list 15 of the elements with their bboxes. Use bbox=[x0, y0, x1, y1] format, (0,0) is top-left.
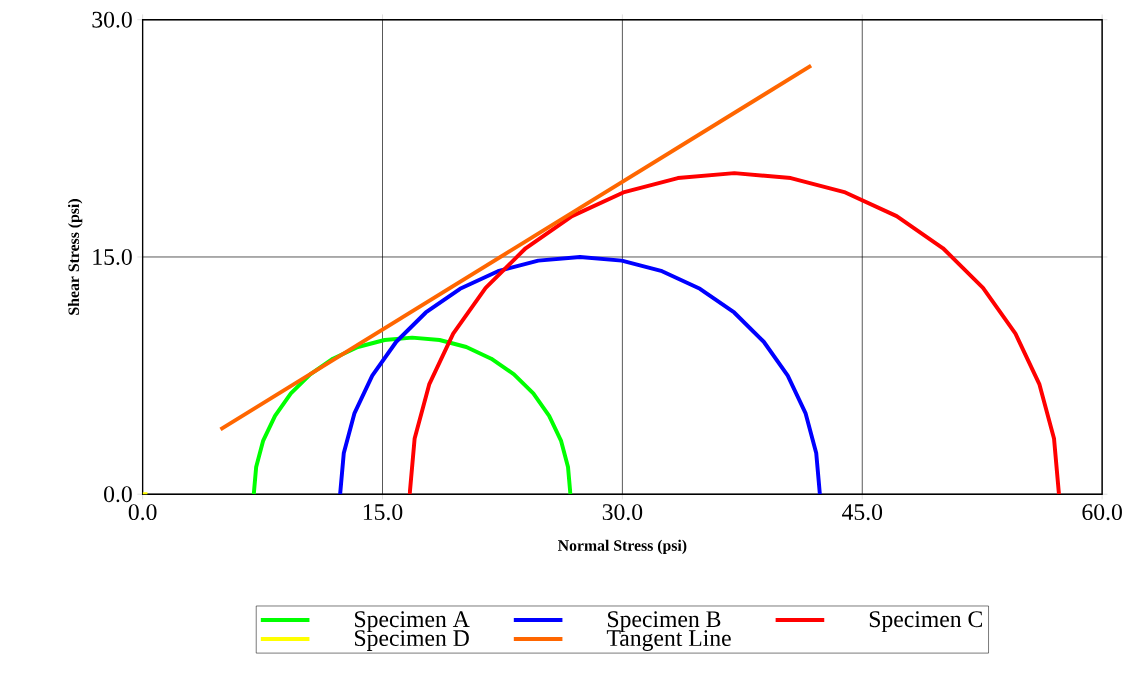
x-tick-label: 0.0 bbox=[128, 503, 157, 520]
line-series bbox=[407, 170, 1061, 494]
y-tick-label: 0.0 bbox=[104, 485, 132, 503]
x-tick-label: 60.0 bbox=[1082, 503, 1122, 520]
legend-label: Specimen D bbox=[355, 629, 469, 651]
x-axis-title: Normal Stress (psi) bbox=[558, 539, 687, 554]
line-series bbox=[338, 254, 822, 494]
x-tick-label: 30.0 bbox=[602, 503, 643, 520]
y-tick-label: 30.0 bbox=[92, 11, 132, 28]
legend-label: Tangent Line bbox=[606, 629, 731, 651]
y-tick-label: 15.0 bbox=[93, 248, 132, 265]
y-axis-title: Shear Stress (psi) bbox=[67, 198, 83, 315]
legend-label: Specimen C bbox=[869, 611, 982, 632]
x-tick-label: 15.0 bbox=[363, 503, 403, 520]
x-tick-label: 45.0 bbox=[842, 503, 883, 520]
